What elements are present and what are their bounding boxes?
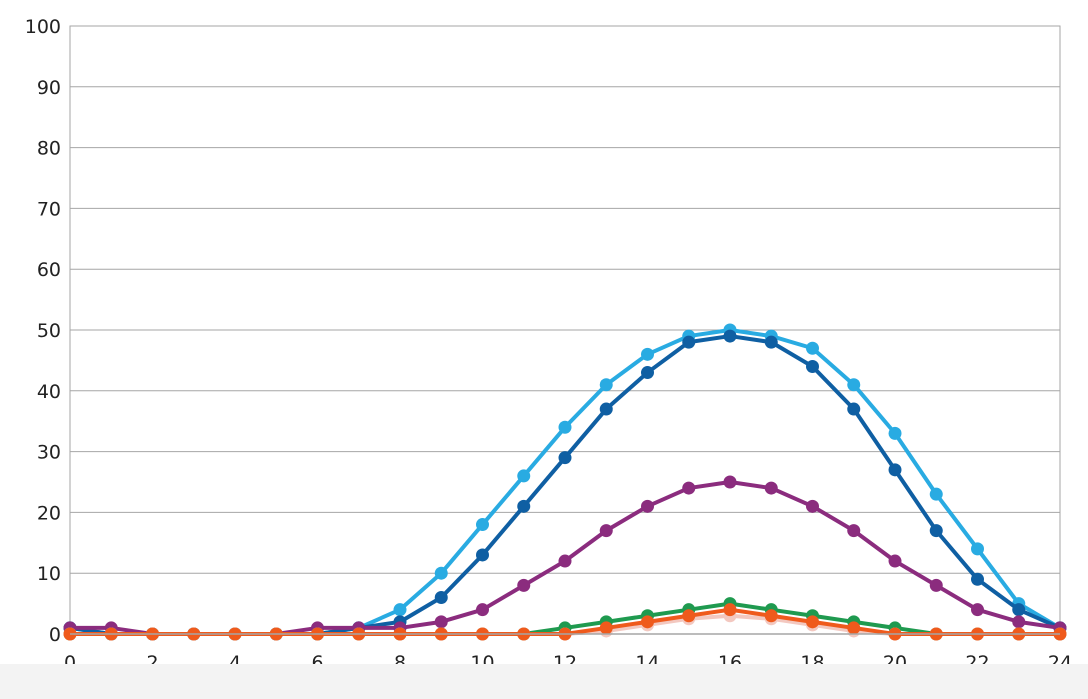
- data-point: [558, 554, 572, 568]
- y-tick-label: 70: [37, 198, 61, 220]
- data-point: [929, 487, 943, 501]
- y-tick-label: 50: [37, 320, 61, 342]
- data-point: [476, 518, 489, 532]
- bottom-strip: [0, 664, 1088, 699]
- data-point: [888, 463, 902, 477]
- data-point: [517, 499, 531, 513]
- data-point: [393, 603, 407, 617]
- data-point: [682, 335, 696, 349]
- y-tick-label: 60: [37, 259, 61, 281]
- data-point: [971, 603, 984, 617]
- data-point: [723, 329, 737, 343]
- data-point: [723, 475, 737, 489]
- data-point: [682, 481, 696, 495]
- data-point: [599, 621, 613, 635]
- data-point: [1012, 603, 1026, 617]
- data-point: [806, 499, 819, 513]
- data-point: [888, 426, 902, 440]
- data-point: [929, 578, 943, 592]
- data-point: [476, 603, 489, 617]
- y-axis-ticks: 0 10 20 30 40 50 60 70 80 90 100: [25, 16, 61, 646]
- data-point: [764, 335, 778, 349]
- y-tick-label: 40: [37, 381, 61, 403]
- y-tick-label: 20: [37, 502, 61, 524]
- data-point: [1012, 615, 1026, 629]
- data-point: [517, 469, 531, 483]
- data-point: [434, 615, 448, 629]
- y-tick-label: 80: [37, 138, 61, 160]
- data-point: [641, 347, 654, 361]
- data-point: [599, 402, 613, 416]
- data-point: [558, 420, 572, 434]
- data-point: [723, 603, 737, 617]
- y-tick-label: 90: [37, 77, 61, 99]
- data-point: [971, 542, 984, 556]
- data-point: [599, 378, 613, 392]
- gridlines: [70, 25, 1060, 574]
- data-point: [641, 366, 654, 380]
- data-point: [558, 451, 572, 465]
- data-point: [929, 524, 943, 538]
- y-tick-label: 100: [25, 16, 61, 38]
- data-point: [764, 609, 778, 623]
- data-point: [847, 621, 861, 635]
- data-point: [764, 481, 778, 495]
- data-point: [847, 402, 861, 416]
- data-point: [847, 378, 861, 392]
- data-point: [641, 615, 654, 629]
- data-point: [599, 524, 613, 538]
- data-point: [434, 591, 448, 605]
- y-tick-label: 0: [49, 624, 61, 646]
- y-tick-label: 30: [37, 442, 61, 464]
- data-point: [517, 578, 531, 592]
- data-point: [806, 615, 819, 629]
- y-tick-label: 10: [37, 563, 61, 585]
- data-point: [806, 359, 819, 373]
- data-point: [888, 554, 902, 568]
- data-point: [682, 609, 696, 623]
- data-point: [847, 524, 861, 538]
- data-point: [434, 566, 448, 580]
- data-point: [971, 572, 984, 586]
- data-point: [476, 548, 489, 562]
- data-point: [641, 499, 654, 513]
- data-point: [806, 341, 819, 355]
